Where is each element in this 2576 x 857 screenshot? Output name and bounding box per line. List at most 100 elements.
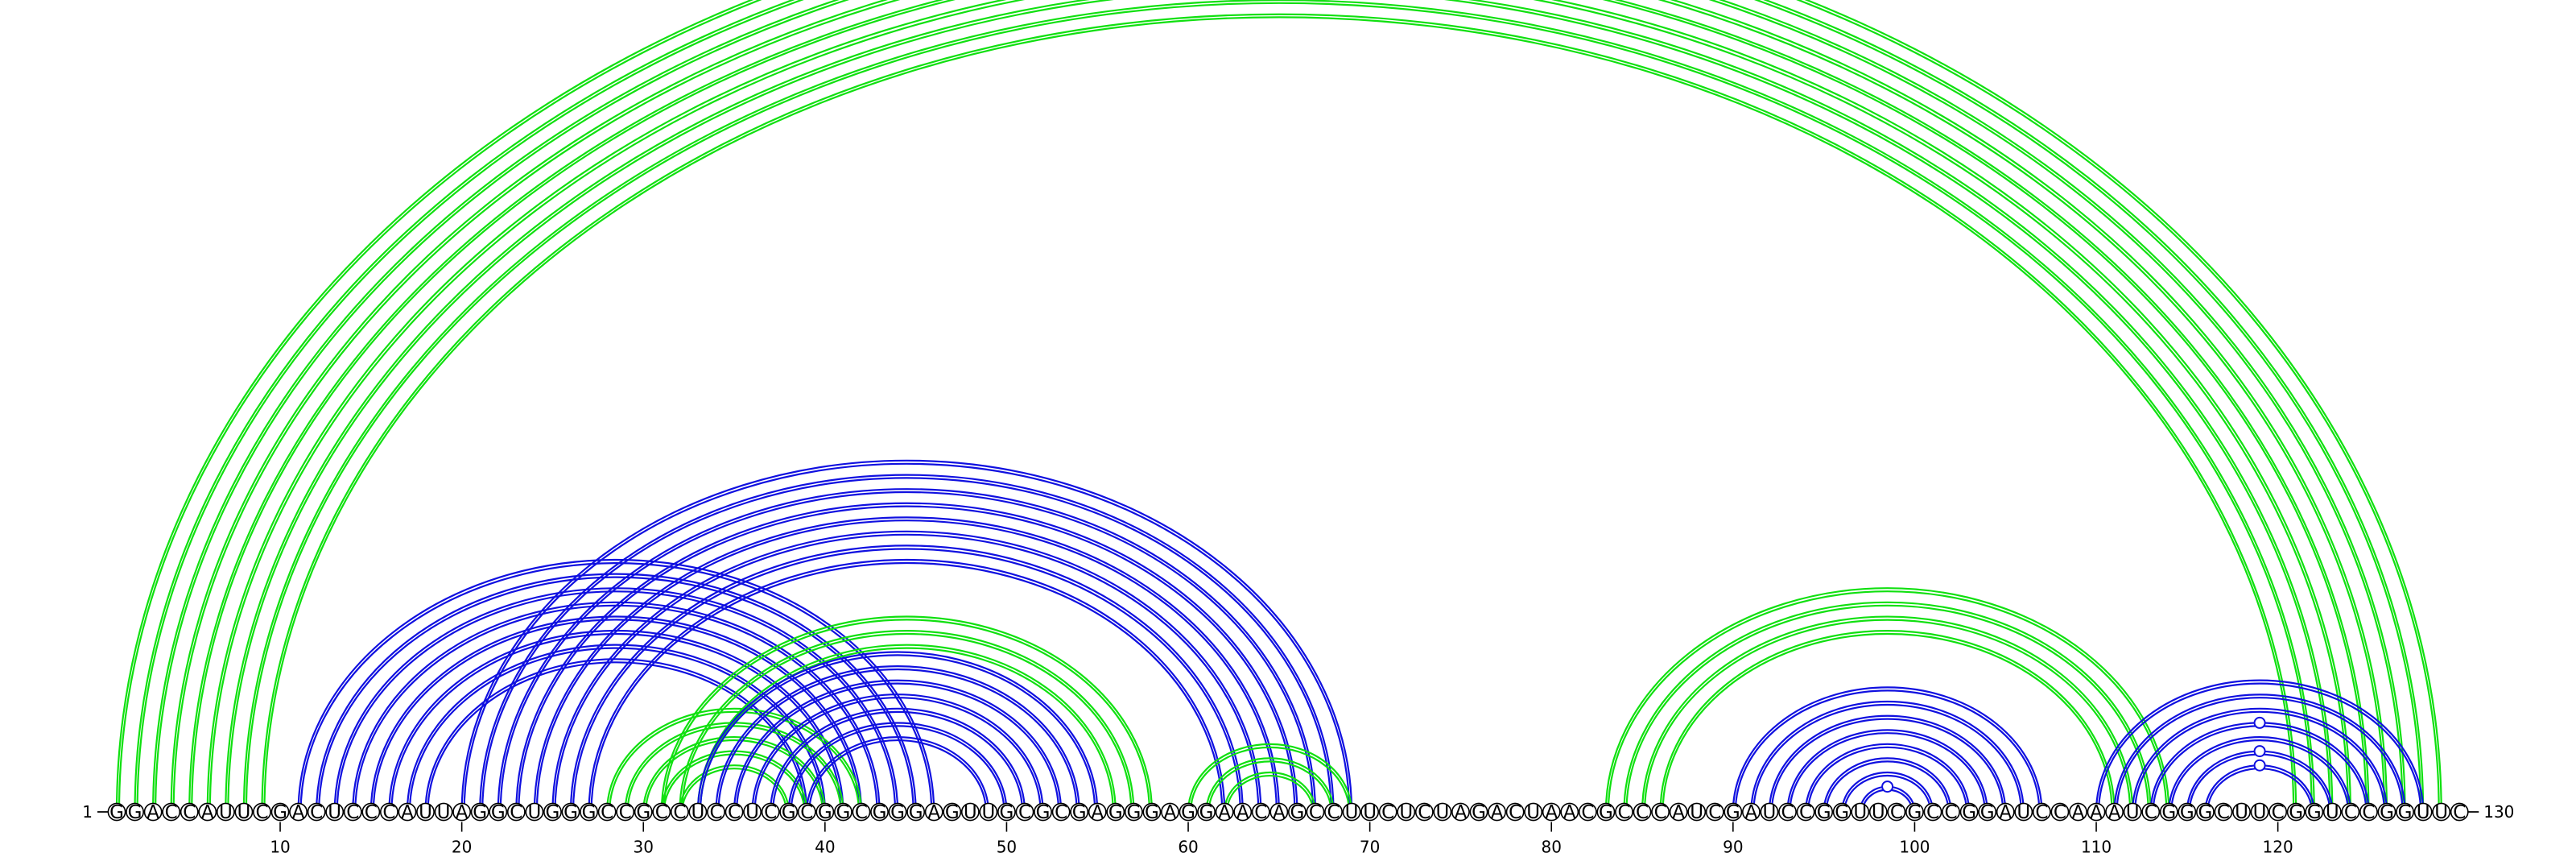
tick-label-50: 50 — [997, 838, 1017, 857]
base-pair-arc-24-65 — [533, 516, 1280, 813]
nucleotide-78: C — [1505, 802, 1525, 823]
nucleotide-55-circle — [1088, 802, 1107, 822]
base-pair-arc-35-53 — [733, 679, 1063, 813]
nucleotide-3-circle — [143, 802, 163, 822]
tick-label-60: 60 — [1178, 838, 1198, 857]
nucleotide-45-letter: G — [909, 802, 923, 823]
nucleotide-70-letter: U — [1363, 802, 1377, 823]
nucleotide-81-circle — [1560, 802, 1579, 822]
nucleotide-23-circle — [506, 802, 526, 822]
nucleotide-89-letter: C — [1708, 802, 1721, 823]
nucleotide-27-circle — [580, 802, 598, 822]
nucleotide-69-letter: U — [1345, 802, 1359, 823]
nucleotide-129: U — [2432, 802, 2451, 823]
nucleotide-8: U — [234, 802, 254, 823]
base-pair-arc-36-52 — [751, 693, 1044, 813]
nucleotide-35-circle — [724, 802, 744, 822]
nucleotide-120-letter: C — [2272, 802, 2285, 823]
nucleotide-43-letter: G — [873, 802, 887, 823]
base-pair-arc-inner-31-58 — [663, 619, 1151, 813]
base-pair-arc-11-46 — [297, 558, 935, 813]
nucleotide-101: C — [1923, 802, 1942, 823]
nucleotide-127: G — [2396, 802, 2414, 823]
base-pair-arc-inner-16-41 — [390, 632, 842, 813]
base-pair-arc-34-54 — [715, 664, 1080, 813]
nucleotide-44: G — [888, 802, 907, 823]
nucleotide-105-circle — [1996, 802, 2015, 822]
nucleotide-97: U — [1851, 802, 1870, 823]
nucleotide-51: C — [1015, 802, 1034, 823]
nucleotide-39-circle — [797, 802, 816, 822]
nucleotide-125-circle — [2359, 802, 2378, 822]
nucleotide-47-letter: G — [945, 802, 960, 823]
nucleotide-100: G — [1905, 802, 1924, 823]
nucleotide-61-circle — [1197, 802, 1216, 822]
nucleotide-6-circle — [198, 802, 217, 822]
nucleotide-91-circle — [1741, 802, 1761, 822]
base-pair-arc-95-102 — [1823, 757, 1952, 813]
nucleotide-50-circle — [997, 802, 1016, 822]
base-pair-arc-inner-62-67 — [1226, 774, 1315, 813]
nucleotide-125: C — [2359, 802, 2378, 823]
base-pair-arc-94-103 — [1804, 743, 1971, 813]
nucleotide-5-letter: C — [183, 802, 196, 823]
position-axis: 10 20 30 40 50 60 70 80 90 100 110 120 — [270, 822, 2293, 857]
nucleotide-127-circle — [2396, 802, 2414, 822]
nucleotide-2-circle — [126, 802, 144, 822]
nucleotide-61: G — [1197, 802, 1216, 823]
nucleotide-130: C — [2450, 802, 2469, 823]
nucleotide-76-letter: G — [1472, 802, 1486, 823]
nucleotide-21-letter: G — [473, 802, 487, 823]
nucleotide-128-circle — [2413, 802, 2433, 822]
nucleotide-115-circle — [2178, 802, 2197, 822]
nucleotide-8-circle — [234, 802, 254, 822]
base-pair-arcs — [115, 0, 2442, 813]
base-pair-arc-90-107 — [1732, 686, 2043, 813]
base-pair-arc-inner-84-113 — [1625, 604, 2149, 813]
nucleotide-83: G — [1596, 802, 1616, 823]
tick-label-100: 100 — [1899, 838, 1930, 857]
nucleotide-67-letter: C — [1309, 802, 1322, 823]
nucleotide-108: C — [2050, 802, 2070, 823]
nucleotide-64-letter: C — [1254, 802, 1267, 823]
nucleotide-121-letter: G — [2289, 802, 2303, 823]
base-pair-arc-inner-5-125 — [191, 0, 2368, 813]
nucleotide-128: U — [2413, 802, 2433, 823]
nucleotide-94: C — [1796, 802, 1815, 823]
nucleotide-14-circle — [343, 802, 362, 822]
base-pair-arc-inner-9-121 — [263, 16, 2295, 813]
nucleotide-115-letter: G — [2180, 802, 2194, 823]
base-pair-arc-5-125 — [188, 0, 2370, 813]
nucleotide-103: G — [1959, 802, 1979, 823]
nucleotide-103-letter: G — [1962, 802, 1976, 823]
nucleotide-55: A — [1088, 802, 1107, 823]
arc-marker-115-123 — [2253, 745, 2266, 758]
nucleotide-63-circle — [1233, 802, 1253, 822]
nucleotide-21-circle — [470, 802, 489, 822]
base-pair-arc-26-63 — [569, 544, 1244, 813]
nucleotide-4: C — [162, 802, 181, 823]
nucleotide-34: C — [707, 802, 725, 823]
base-pair-arc-inner-21-68 — [481, 477, 1332, 813]
nucleotide-90: G — [1724, 802, 1743, 823]
nucleotide-128-letter: U — [2417, 802, 2430, 823]
nucleotide-84: C — [1615, 802, 1633, 823]
base-pair-arc-39-49 — [806, 735, 989, 813]
nucleotide-54-letter: G — [1072, 802, 1087, 823]
base-pair-arc-7-123 — [225, 0, 2334, 813]
base-pair-arc-inner-110-128 — [2097, 682, 2422, 813]
nucleotide-42-letter: C — [855, 802, 868, 823]
nucleotide-62: A — [1215, 802, 1234, 823]
nucleotide-4-circle — [162, 802, 181, 822]
tick-label-20: 20 — [452, 838, 472, 857]
nucleotide-95-letter: G — [1817, 802, 1831, 823]
base-pair-arc-32-57 — [679, 629, 1135, 813]
nucleotide-71-letter: C — [1381, 802, 1394, 823]
nucleotide-38: G — [779, 802, 799, 823]
nucleotide-59-letter: A — [1164, 802, 1177, 823]
nucleotide-8-letter: U — [237, 802, 250, 823]
base-pair-arc-inner-20-69 — [463, 462, 1351, 813]
tick-label-40: 40 — [815, 838, 835, 857]
nucleotide-45-circle — [906, 802, 926, 822]
nucleotide-97-circle — [1851, 802, 1870, 822]
